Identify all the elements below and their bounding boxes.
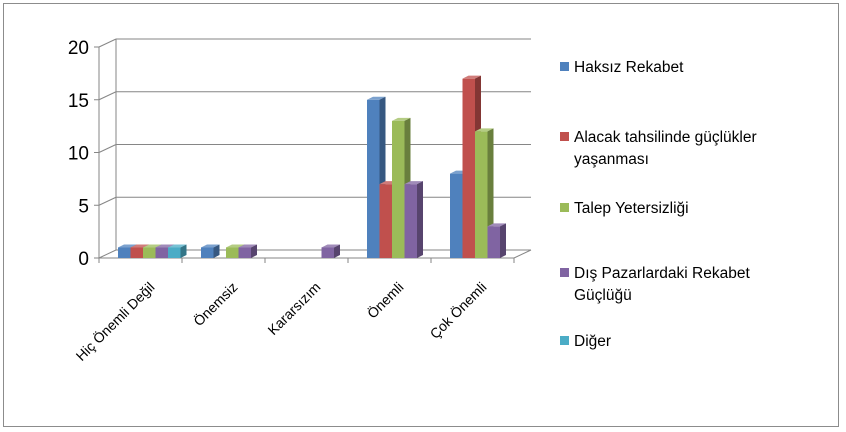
bar-front — [450, 173, 463, 258]
bar-top — [201, 244, 220, 248]
bar-top — [226, 244, 245, 248]
bar-front — [475, 131, 488, 258]
bar — [487, 223, 506, 258]
bar-side — [417, 181, 423, 258]
bar-front — [143, 247, 156, 258]
legend-swatch — [560, 336, 569, 345]
bar-front — [130, 247, 143, 258]
bar-front — [462, 78, 475, 259]
bar-top — [392, 117, 411, 121]
y-tick-label: 10 — [68, 144, 89, 165]
legend-swatch — [560, 268, 569, 277]
legend-label: Haksız Rekabet — [574, 59, 684, 76]
bar-side — [334, 244, 340, 258]
bar-front — [118, 247, 131, 258]
floor-right-edge — [513, 249, 532, 259]
bar-top — [143, 244, 162, 248]
legend-item: Dış Pazarlardaki Rekabet Güçlüğü — [560, 265, 750, 304]
bar-front — [155, 247, 168, 258]
bar-side — [500, 223, 506, 258]
bar-front — [321, 247, 334, 258]
x-category-label: Kararsızım — [264, 279, 323, 338]
legend-item: Haksız Rekabet — [560, 59, 684, 76]
labels-layer: 0 5 10 15 20 Hiç Önemli Değil Önemsiz Kararsızı… — [68, 38, 490, 364]
bar-front — [487, 226, 500, 258]
legend-item: Alacak tahsilinde güçlükler yaşanması — [560, 129, 757, 168]
bar-top — [130, 244, 149, 248]
bar-top — [321, 244, 340, 248]
y-tick-label: 20 — [68, 38, 89, 59]
y-tick-label: 15 — [68, 91, 89, 112]
bar-top — [168, 244, 187, 248]
bar — [168, 244, 187, 258]
legend-item: Diğer — [560, 333, 611, 350]
bar-front — [201, 247, 214, 258]
bar — [201, 244, 220, 258]
chart-frame: 0 5 10 15 20 Hiç Önemli Değil Önemsiz Kararsızı… — [3, 3, 839, 427]
bars-layer — [118, 75, 506, 259]
legend-swatch — [560, 132, 569, 141]
bar — [321, 244, 340, 258]
grid-diagonal — [98, 249, 117, 259]
bar-top — [367, 96, 386, 100]
legend-swatch — [560, 203, 569, 212]
x-category-label: Önemli — [363, 278, 406, 321]
bar-front — [392, 120, 405, 258]
bar-front — [238, 247, 251, 258]
bar-top — [462, 75, 481, 79]
bar-front — [379, 184, 392, 258]
bar-top — [238, 244, 257, 248]
legend-label: Diğer — [574, 333, 611, 350]
grid-layer — [94, 38, 532, 263]
legend-item: Talep Yetersizliği — [560, 200, 689, 217]
bar — [404, 181, 423, 258]
bar-top — [118, 244, 137, 248]
legend-label: Talep Yetersizliği — [574, 200, 689, 217]
x-category-label: Önemsiz — [189, 278, 240, 329]
bar-side — [251, 244, 257, 258]
bar-top — [155, 244, 174, 248]
grid-diagonal — [98, 144, 117, 153]
x-category-label: Çok Önemli — [426, 278, 490, 342]
bar-top — [404, 181, 423, 185]
legend-label: Alacak tahsilinde güçlükler yaşanması — [574, 129, 757, 168]
bar-front — [168, 247, 181, 258]
bar-side — [213, 244, 220, 258]
legend-swatch — [560, 62, 569, 71]
grid-diagonal — [98, 196, 117, 206]
bar-front — [226, 247, 239, 258]
y-tick-label: 5 — [78, 196, 89, 217]
x-category-label: Hiç Önemli Değil — [72, 278, 158, 364]
bar — [238, 244, 257, 258]
bar-side — [180, 244, 187, 258]
legend-label: Dış Pazarlardaki Rekabet Güçlüğü — [574, 265, 750, 304]
grid-diagonal — [98, 38, 117, 48]
y-tick-label: 0 — [78, 249, 89, 270]
bar-top — [487, 223, 506, 227]
grid-diagonal — [98, 91, 117, 101]
bar-front — [367, 99, 380, 258]
chart-svg: 0 5 10 15 20 Hiç Önemli Değil Önemsiz Kararsızı… — [68, 38, 757, 364]
bar-top — [475, 128, 494, 132]
legend-layer: Haksız Rekabet Alacak tahsilinde güçlükle… — [560, 59, 757, 350]
bar-front — [404, 184, 417, 258]
